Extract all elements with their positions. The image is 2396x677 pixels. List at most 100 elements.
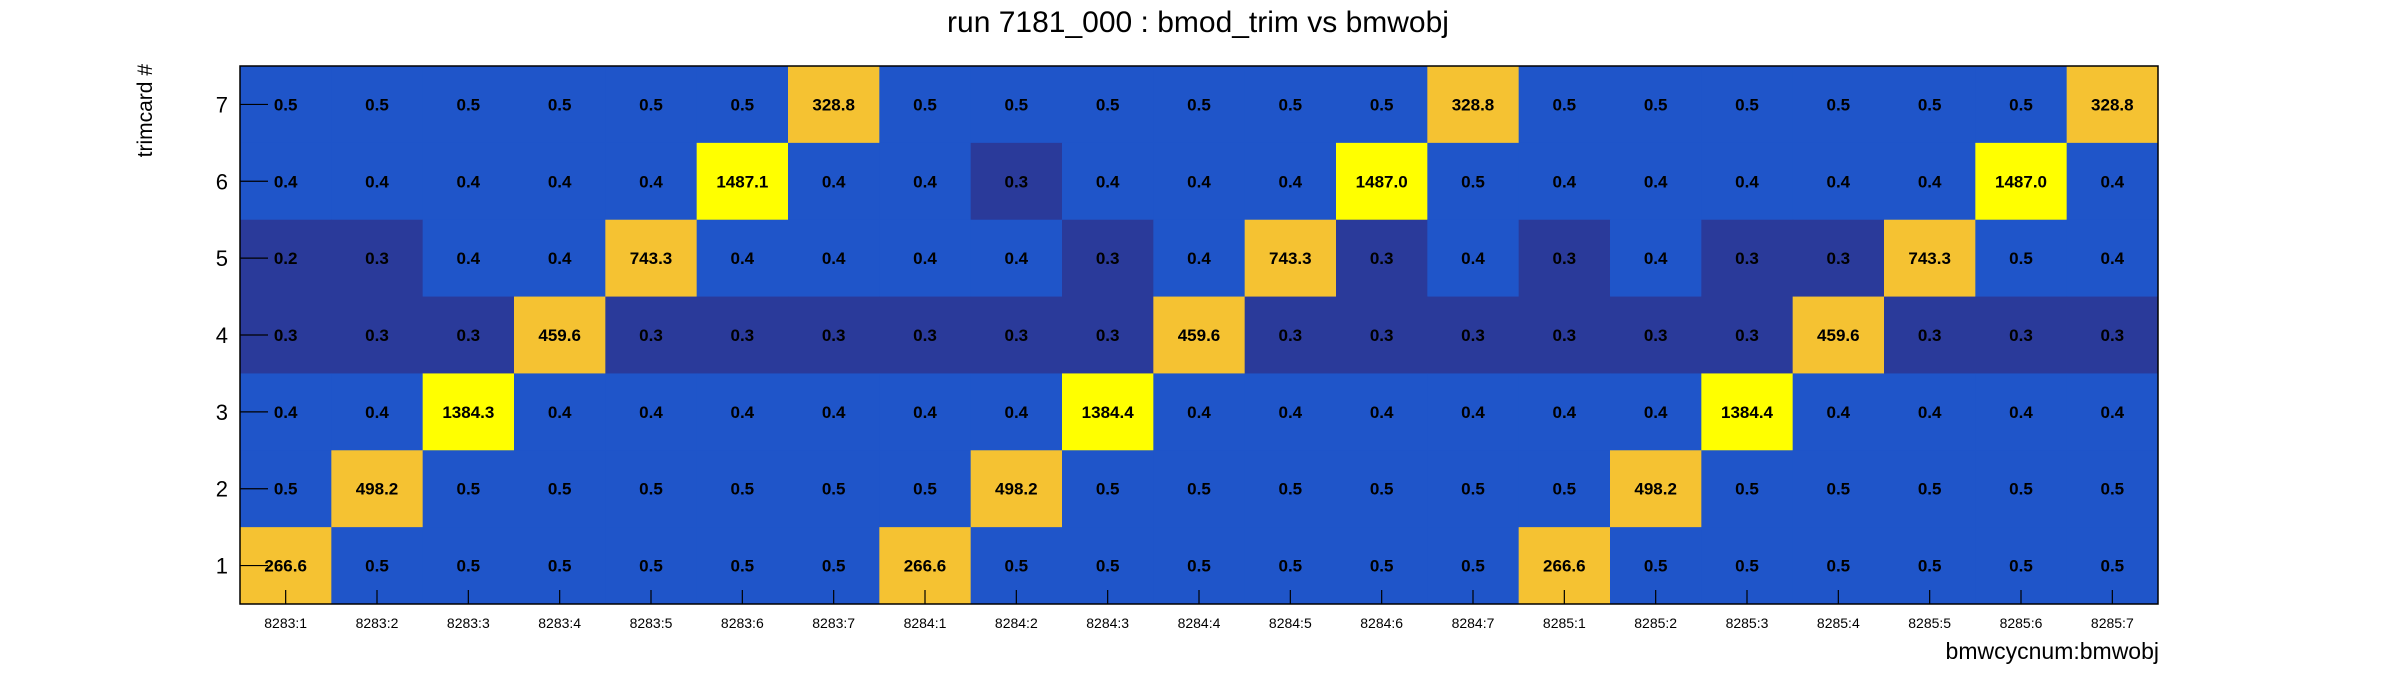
heatmap-cell (1427, 219, 1520, 298)
cell-value-label: 0.4 (365, 403, 389, 422)
cell-value-label: 328.8 (812, 95, 855, 114)
heatmap-cell (970, 219, 1063, 298)
y-tick-label: 1 (216, 554, 228, 579)
cell-value-label: 0.5 (2009, 95, 2033, 114)
x-tick-label: 8285:5 (1908, 615, 1951, 631)
heatmap-cell (1062, 296, 1154, 374)
cell-value-label: 0.4 (2101, 403, 2125, 422)
heatmap-cell (970, 66, 1063, 144)
heatmap-cell (1336, 142, 1428, 221)
cell-value-label: 0.5 (1735, 480, 1759, 499)
cell-value-label: 0.4 (1096, 172, 1120, 191)
heatmap-cell (1792, 296, 1885, 374)
heatmap-cell (788, 296, 880, 374)
cell-value-label: 459.6 (1817, 326, 1860, 345)
cell-value-label: 0.4 (457, 249, 481, 268)
cell-value-label: 0.5 (1918, 557, 1942, 576)
cell-value-label: 0.5 (2101, 480, 2125, 499)
heatmap-cell (331, 66, 424, 144)
cell-value-label: 0.5 (365, 557, 389, 576)
cell-value-label: 0.4 (1644, 249, 1668, 268)
cell-value-label: 0.5 (1735, 557, 1759, 576)
heatmap-cell (1610, 142, 1702, 221)
cell-value-label: 0.5 (1187, 95, 1211, 114)
cell-value-label: 0.3 (1918, 326, 1942, 345)
cell-value-label: 0.5 (822, 480, 846, 499)
heatmap-cell (605, 219, 698, 298)
heatmap-cell (1701, 219, 1794, 298)
axes: 8283:1 8283:2 8283:3 8283:4 8283:5 8283:6 8283… (216, 65, 2159, 631)
cell-value-label: 0.3 (365, 326, 389, 345)
heatmap-cell (1792, 219, 1885, 298)
cell-value-label: 0.5 (1644, 95, 1668, 114)
heatmap-cell (879, 219, 972, 298)
heatmap-cell (879, 450, 972, 528)
cell-value-label: 0.5 (1279, 95, 1303, 114)
heatmap-cell (1792, 142, 1885, 221)
heatmap-cell (1244, 66, 1337, 144)
heatmap-cell (422, 450, 515, 528)
cell-value-label: 0.4 (274, 403, 298, 422)
heatmap-cell (1975, 296, 2068, 374)
cell-value-label: 743.3 (1269, 249, 1312, 268)
x-tick-label: 8283:6 (721, 615, 764, 631)
heatmap-cell (1518, 66, 1611, 144)
heatmap-cell (1975, 142, 2068, 221)
cell-value-label: 0.3 (639, 326, 663, 345)
heatmap-cell (422, 296, 515, 374)
heatmap-cell (1884, 296, 1976, 374)
cell-value-label: 0.5 (1553, 95, 1577, 114)
cell-value-label: 0.4 (457, 172, 481, 191)
heatmap-cell (1336, 219, 1428, 298)
cell-value-label: 743.3 (630, 249, 673, 268)
cell-value-label: 0.3 (2101, 326, 2125, 345)
x-tick-label: 8283:7 (812, 615, 855, 631)
cell-value-label: 0.4 (1918, 172, 1942, 191)
heatmap-cell (1518, 450, 1611, 528)
cell-value-label: 0.4 (913, 403, 937, 422)
cell-value-label: 459.6 (1178, 326, 1221, 345)
heatmap-cell (879, 373, 972, 451)
heatmap-cell (1336, 450, 1428, 528)
cell-value-label: 0.4 (822, 403, 846, 422)
cell-value-label: 0.5 (1827, 95, 1851, 114)
cell-value-label: 0.3 (1644, 326, 1668, 345)
cell-value-label: 0.4 (1279, 403, 1303, 422)
x-tick-label: 8285:1 (1543, 615, 1586, 631)
heatmap-cell (2066, 219, 2159, 298)
heatmap-cell (1336, 373, 1428, 451)
cell-value-label: 0.3 (731, 326, 755, 345)
heatmap-cell (514, 66, 606, 144)
cell-value-label: 0.3 (365, 249, 389, 268)
x-tick-label: 8284:4 (1178, 615, 1221, 631)
cell-value-label: 0.5 (457, 480, 481, 499)
heatmap-cell (1336, 296, 1428, 374)
heatmap-cell (605, 373, 698, 451)
x-tick-label: 8283:2 (356, 615, 399, 631)
heatmap-cell (1518, 142, 1611, 221)
cell-value-label: 0.4 (1187, 403, 1211, 422)
heatmap-cell (970, 142, 1063, 221)
cell-value-label: 266.6 (264, 557, 307, 576)
cell-value-label: 328.8 (2091, 95, 2134, 114)
heatmap-cell (605, 296, 698, 374)
heatmap-cell (788, 219, 880, 298)
x-tick-label: 8284:1 (904, 615, 947, 631)
heatmap-cell (879, 296, 972, 374)
y-axis-label: trimcard # (134, 64, 157, 158)
heatmap-cell (1062, 373, 1154, 451)
y-tick-label: 7 (216, 92, 228, 117)
heatmap-cell (422, 219, 515, 298)
heatmap-cell (605, 142, 698, 221)
heatmap-cell (1518, 373, 1611, 451)
cell-value-label: 0.4 (639, 403, 663, 422)
heatmap-cell (2066, 66, 2159, 144)
cell-value-label: 0.4 (1735, 172, 1759, 191)
heatmap-cell (1610, 219, 1702, 298)
cell-value-label: 0.5 (1461, 480, 1485, 499)
heatmap-cell (1884, 450, 1976, 528)
cell-value-label: 0.4 (1461, 249, 1485, 268)
heatmap-cell (1610, 296, 1702, 374)
